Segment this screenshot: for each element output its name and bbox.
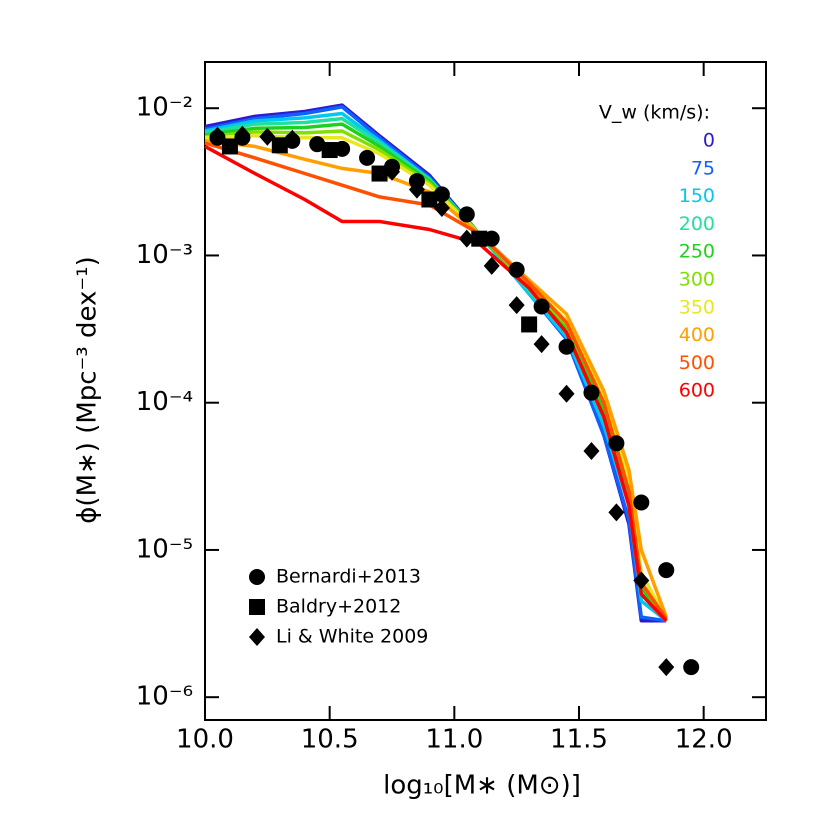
marker-diamond (259, 127, 276, 146)
legend-label: 75 (691, 157, 715, 179)
marker-square (221, 138, 238, 155)
legend-label: Bernardi+2013 (276, 566, 421, 588)
marker-square (521, 316, 538, 333)
y-tick-label: 10⁻³ (136, 240, 193, 270)
marker-square (321, 142, 338, 159)
marker-diamond (458, 229, 475, 248)
legend-label: 0 (703, 130, 715, 152)
marker-circle (458, 206, 475, 223)
marker-diamond (658, 658, 675, 677)
x-tick-label: 12.0 (675, 725, 733, 755)
marker-circle (533, 298, 550, 315)
y-tick-label: 10⁻⁶ (136, 682, 193, 712)
legend-label: 300 (679, 269, 715, 291)
marker-circle (633, 494, 650, 511)
marker-circle (249, 569, 265, 585)
marker-diamond (209, 126, 226, 145)
legend-label: 350 (679, 296, 715, 318)
marker-square (421, 191, 438, 208)
y-tick-label: 10⁻² (136, 93, 193, 123)
marker-diamond (583, 441, 600, 460)
marker-circle (583, 384, 600, 401)
y-tick-label: 10⁻⁵ (136, 534, 193, 564)
y-axis-label: ϕ(M∗) (Mpc⁻³ dex⁻¹) (73, 256, 103, 523)
marker-circle (658, 562, 675, 579)
legend-label: 250 (679, 241, 715, 263)
legend-label: 200 (679, 213, 715, 235)
marker-square (371, 165, 388, 182)
marker-diamond (408, 180, 425, 199)
legend-label: 500 (679, 352, 715, 374)
legend-title: V_w (km/s): (599, 102, 710, 124)
marker-diamond (483, 256, 500, 275)
x-tick-label: 10.5 (301, 725, 359, 755)
marker-diamond (234, 125, 251, 144)
legend-label: 400 (679, 324, 715, 346)
marker-circle (683, 659, 700, 676)
x-tick-label: 10.0 (176, 725, 234, 755)
legend-label: 600 (679, 380, 715, 402)
marker-diamond (608, 503, 625, 522)
marker-diamond (508, 296, 525, 315)
x-tick-label: 11.5 (550, 725, 608, 755)
marker-circle (334, 140, 351, 157)
marker-circle (483, 230, 500, 247)
legend-label: Li & White 2009 (276, 626, 428, 648)
marker-square (271, 137, 288, 154)
marker-square (471, 230, 488, 247)
marker-square (249, 599, 265, 615)
marker-diamond (633, 571, 650, 590)
marker-circle (309, 136, 326, 153)
marker-diamond (558, 384, 575, 403)
marker-diamond (433, 199, 450, 218)
x-axis-label: log₁₀[M∗ (M⊙)] (383, 771, 581, 801)
x-tick-label: 11.0 (425, 725, 483, 755)
plot-frame (204, 61, 767, 721)
marker-circle (608, 435, 625, 452)
marker-diamond (284, 129, 301, 148)
marker-circle (433, 186, 450, 203)
marker-diamond (384, 162, 400, 181)
series-line (204, 139, 668, 618)
legend-label: Baldry+2012 (276, 596, 401, 618)
marker-circle (508, 261, 525, 278)
marker-circle (359, 149, 376, 166)
marker-diamond (533, 335, 550, 354)
marker-diamond (249, 628, 265, 646)
legend-label: 150 (679, 185, 715, 207)
marker-circle (558, 338, 575, 355)
y-tick-label: 10⁻⁴ (136, 387, 193, 417)
